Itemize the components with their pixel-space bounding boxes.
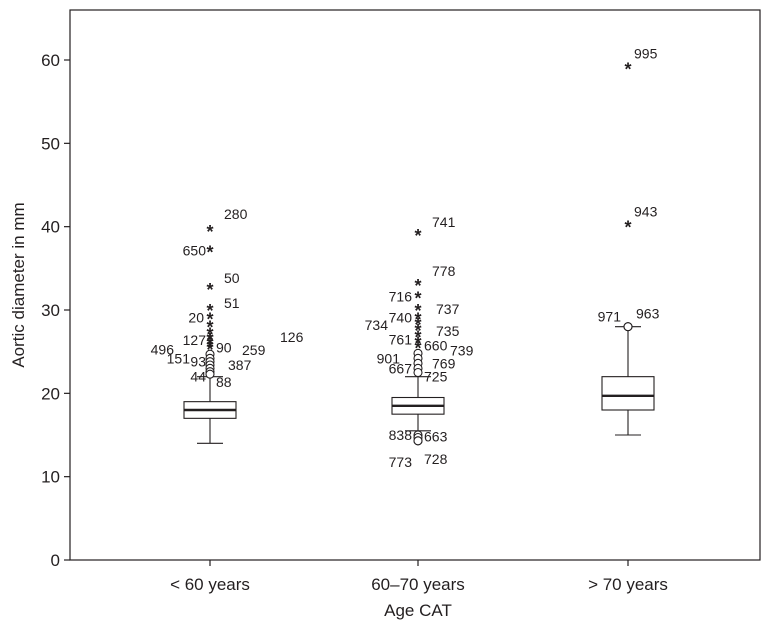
outlier-star: * bbox=[414, 339, 421, 359]
outlier-label: 728 bbox=[424, 451, 448, 467]
outlier-label: 778 bbox=[432, 263, 456, 279]
outlier-label: 739 bbox=[450, 343, 474, 359]
outlier-star: * bbox=[206, 338, 213, 358]
outlier-star: * bbox=[414, 309, 421, 329]
outlier-label: 735 bbox=[436, 323, 460, 339]
x-tick-label: < 60 years bbox=[170, 575, 250, 594]
outlier-label: 737 bbox=[436, 301, 460, 317]
outlier-label: 963 bbox=[636, 306, 660, 322]
outlier-star: * bbox=[206, 309, 213, 329]
outlier-label: 716 bbox=[389, 289, 413, 305]
outlier-label: 151 bbox=[167, 350, 191, 366]
box-group bbox=[183, 376, 237, 444]
outlier-label: 650 bbox=[183, 243, 207, 259]
outlier-label: 773 bbox=[389, 454, 413, 470]
boxes bbox=[183, 326, 655, 444]
outlier-label: 838 bbox=[389, 427, 413, 443]
outlier-label: 44 bbox=[190, 369, 206, 385]
outlier-label: 725 bbox=[424, 368, 448, 384]
outlier-label: 496 bbox=[151, 341, 175, 357]
outlier-star: * bbox=[206, 222, 213, 242]
outlier-star: * bbox=[206, 280, 213, 300]
outlier-label: 667 bbox=[389, 360, 413, 376]
outlier-label: 734 bbox=[365, 317, 389, 333]
outlier-star: * bbox=[206, 243, 213, 263]
outlier-star: * bbox=[206, 324, 213, 344]
outlier-label: 660 bbox=[424, 338, 448, 354]
outlier-star: * bbox=[624, 59, 631, 79]
outlier-circle bbox=[205, 369, 215, 379]
outlier-label: 741 bbox=[432, 214, 456, 230]
outlier-label: 20 bbox=[188, 309, 204, 325]
y-tick-label: 0 bbox=[51, 551, 60, 570]
plot-area bbox=[69, 9, 761, 561]
y-tick-label: 10 bbox=[41, 468, 60, 487]
outlier-star: * bbox=[414, 328, 421, 348]
outlier-star: * bbox=[414, 301, 421, 321]
outlier-label: 259 bbox=[242, 342, 266, 358]
outlier-label: 127 bbox=[183, 332, 207, 348]
x-tick-label: 60–70 years bbox=[371, 575, 465, 594]
outlier-label: 93 bbox=[190, 354, 206, 370]
x-tick-label: > 70 years bbox=[588, 575, 668, 594]
outlier-star: * bbox=[206, 330, 213, 350]
outlier-label: 663 bbox=[424, 429, 448, 445]
outlier-label: 90 bbox=[216, 340, 232, 356]
outlier-star: * bbox=[206, 301, 213, 321]
outlier-label: 761 bbox=[389, 332, 413, 348]
outlier-circle bbox=[413, 367, 423, 378]
x-axis-title: Age CAT bbox=[384, 601, 452, 620]
box bbox=[601, 376, 655, 411]
outlier-star: * bbox=[206, 334, 213, 354]
outlier-label: 280 bbox=[224, 206, 248, 222]
outlier-star: * bbox=[414, 315, 421, 335]
outlier-star: * bbox=[414, 289, 421, 309]
y-tick-label: 60 bbox=[41, 51, 60, 70]
outlier-label: 943 bbox=[634, 204, 658, 220]
y-tick-label: 20 bbox=[41, 384, 60, 403]
outlier-star: * bbox=[414, 334, 421, 354]
outlier-star: * bbox=[206, 330, 213, 350]
y-tick-label: 40 bbox=[41, 218, 60, 237]
outlier-star: * bbox=[206, 318, 213, 338]
y-axis-title: Aortic diameter in mm bbox=[9, 202, 28, 367]
outliers: *280*650*50*51*20***127*496*90*259*12615… bbox=[151, 45, 660, 470]
x-axis: < 60 years 60–70 years > 70 years bbox=[170, 560, 668, 594]
y-tick-label: 30 bbox=[41, 301, 60, 320]
outlier-label: 51 bbox=[224, 295, 240, 311]
y-tick-label: 50 bbox=[41, 134, 60, 153]
outlier-label: 50 bbox=[224, 270, 240, 286]
outlier-label: 971 bbox=[598, 309, 622, 325]
outlier-star: * bbox=[414, 276, 421, 296]
outlier-label: 995 bbox=[634, 45, 658, 61]
y-axis: 0 10 20 30 40 50 60 bbox=[41, 51, 70, 570]
outlier-circle bbox=[623, 322, 633, 332]
outlier-circle bbox=[413, 436, 423, 446]
outlier-label: 126 bbox=[280, 329, 304, 345]
outlier-label: 740 bbox=[389, 309, 413, 325]
outlier-label: 769 bbox=[432, 355, 456, 371]
outlier-label: 88 bbox=[216, 374, 232, 390]
outlier-star: * bbox=[414, 226, 421, 246]
outlier-label: 387 bbox=[228, 357, 252, 373]
outlier-star: * bbox=[624, 218, 631, 238]
box-group bbox=[601, 326, 655, 436]
box-group bbox=[391, 376, 445, 432]
outlier-label: 901 bbox=[377, 350, 401, 366]
outlier-star: * bbox=[414, 321, 421, 341]
